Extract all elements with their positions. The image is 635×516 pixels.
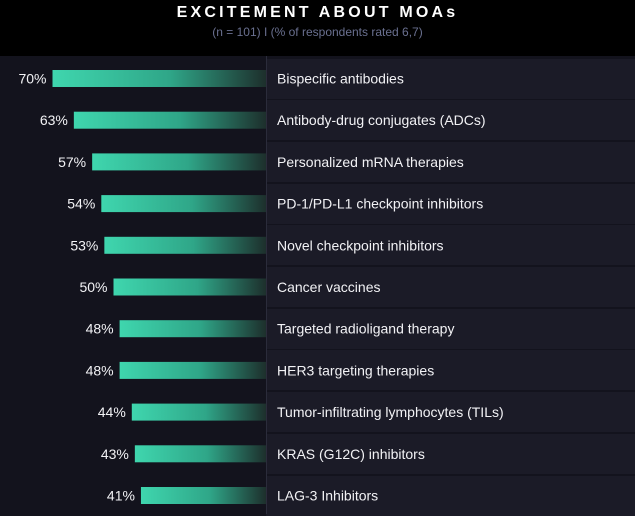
- bars-group: 70% Bispecific antibodies 63% Antibody-drug…: [18, 70, 504, 504]
- category-label: Personalized mRNA therapies: [277, 154, 464, 170]
- value-label: 63%: [40, 112, 68, 128]
- row-background: [266, 433, 635, 474]
- bar: [92, 153, 267, 171]
- category-label: PD-1/PD-L1 checkpoint inhibitors: [277, 196, 483, 212]
- value-label: 48%: [86, 362, 114, 378]
- bar: [52, 70, 266, 87]
- bar: [134, 445, 266, 463]
- value-label: 48%: [86, 321, 114, 337]
- category-label: Bispecific antibodies: [277, 71, 404, 87]
- bar: [119, 320, 266, 338]
- category-label: Novel checkpoint inhibitors: [277, 237, 444, 253]
- value-label: 41%: [107, 488, 135, 504]
- bar: [101, 195, 266, 213]
- value-label: 44%: [98, 404, 126, 420]
- chart-header: EXCITEMENT ABOUT MOAs (n = 101) I (% of …: [0, 0, 635, 56]
- bar: [131, 403, 266, 421]
- bar: [73, 111, 266, 129]
- bar: [104, 236, 266, 254]
- value-label: 57%: [58, 154, 86, 170]
- category-label: HER3 targeting therapies: [277, 362, 434, 378]
- bar: [113, 278, 266, 296]
- row-background: [266, 267, 635, 307]
- row-background: [266, 141, 635, 182]
- category-label: Targeted radioligand therapy: [277, 321, 454, 337]
- row-background: [266, 58, 635, 99]
- row-background: [266, 392, 635, 433]
- row-background: [266, 308, 635, 349]
- bar: [119, 361, 266, 379]
- value-label: 53%: [70, 237, 98, 253]
- row-background: [266, 183, 635, 224]
- row-background: [266, 475, 635, 516]
- category-label: KRAS (G12C) inhibitors: [277, 446, 425, 462]
- chart-subtitle: (n = 101) I (% of respondents rated 6,7): [212, 25, 423, 39]
- chart-title: EXCITEMENT ABOUT MOAs: [176, 4, 459, 21]
- value-label: 70%: [18, 71, 46, 87]
- value-label: 43%: [101, 446, 129, 462]
- row-background: [266, 225, 635, 266]
- value-label: 50%: [79, 279, 107, 295]
- category-label: Cancer vaccines: [277, 279, 381, 295]
- row-background: [266, 350, 635, 391]
- value-label: 54%: [67, 196, 95, 212]
- bar: [140, 487, 266, 504]
- category-label: Antibody-drug conjugates (ADCs): [277, 112, 486, 128]
- bar-chart: 70% Bispecific antibodies 63% Antibody-drug…: [18, 70, 504, 504]
- category-label: Tumor-infiltrating lymphocytes (TILs): [277, 404, 504, 420]
- row-background: [266, 100, 635, 141]
- chart-area: 70% Bispecific antibodies 63% Antibody-drug…: [0, 56, 635, 516]
- category-label: LAG-3 Inhibitors: [277, 488, 378, 504]
- axis-divider: [266, 56, 267, 514]
